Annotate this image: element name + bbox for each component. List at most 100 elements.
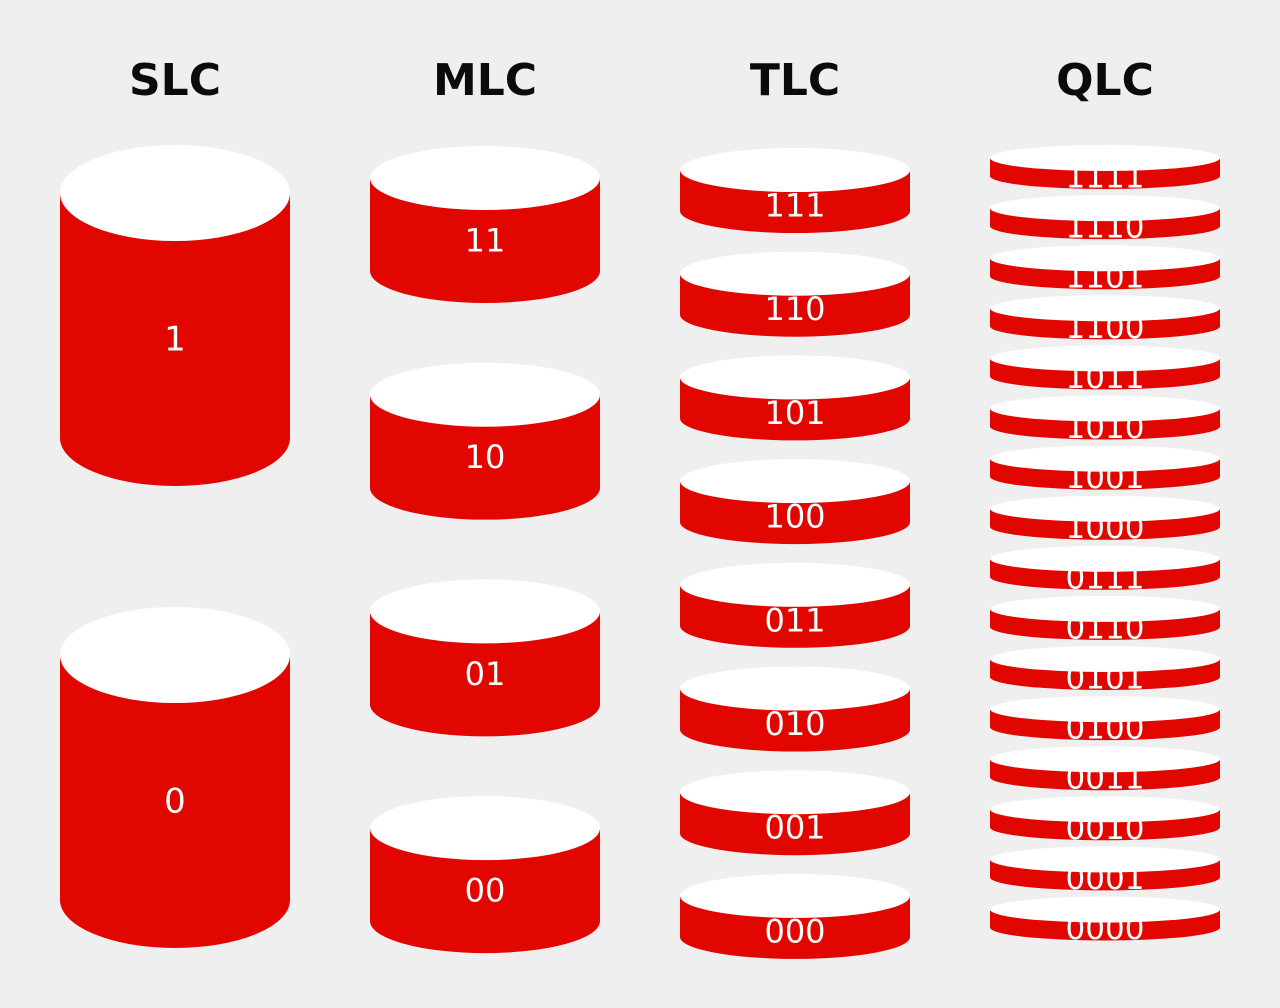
cell-slc-0: 0 xyxy=(60,607,290,948)
cell-state-label: 1010 xyxy=(1066,410,1145,446)
cell-state-label: 011 xyxy=(764,601,825,639)
cell-qlc-0010: 0010 xyxy=(990,796,1220,847)
cell-body xyxy=(370,828,600,954)
cell-state-label: 100 xyxy=(764,498,825,536)
cell-state-label: 1110 xyxy=(1066,210,1145,246)
cell-state-label: 11 xyxy=(465,222,506,260)
cell-tlc-110: 110 xyxy=(680,251,910,337)
column-title-qlc: QLC xyxy=(1056,55,1154,106)
cell-state-label: 1100 xyxy=(1066,310,1145,346)
cell-state-label: 1001 xyxy=(1066,460,1145,496)
cell-body xyxy=(370,178,600,303)
cell-top xyxy=(990,495,1220,522)
cell-body xyxy=(370,611,600,737)
cell-top xyxy=(370,796,600,861)
cell-qlc-1101: 1101 xyxy=(990,245,1220,296)
cell-top xyxy=(990,395,1220,422)
cell-top xyxy=(990,295,1220,322)
cell-mlc-00: 00 xyxy=(370,796,600,954)
cell-top xyxy=(990,746,1220,773)
cell-state-label: 00 xyxy=(465,872,506,910)
cell-qlc-0001: 0001 xyxy=(990,846,1220,897)
cell-top xyxy=(680,562,910,607)
cell-slc-1: 1 xyxy=(60,145,290,486)
cell-top xyxy=(990,646,1220,672)
cell-qlc-0011: 0011 xyxy=(990,746,1220,797)
cell-tlc-111: 111 xyxy=(680,148,910,233)
cell-state-label: 01 xyxy=(465,655,506,693)
cell-qlc-1010: 1010 xyxy=(990,395,1220,446)
cell-state-label: 1101 xyxy=(1066,260,1145,296)
cell-top xyxy=(370,362,600,427)
cell-top xyxy=(990,195,1220,222)
cell-qlc-0100: 0100 xyxy=(990,696,1220,747)
cell-qlc-1100: 1100 xyxy=(990,295,1220,346)
cell-state-label: 111 xyxy=(764,187,825,225)
cell-state-label: 0101 xyxy=(1066,661,1145,697)
column-title-tlc: TLC xyxy=(750,55,840,106)
cell-state-label: 010 xyxy=(764,705,825,743)
cell-state-label: 001 xyxy=(764,809,825,847)
cell-top xyxy=(680,459,910,504)
cell-qlc-0111: 0111 xyxy=(990,545,1220,596)
cell-state-label: 1 xyxy=(164,320,186,360)
cell-top xyxy=(680,666,910,711)
cell-top xyxy=(680,355,910,400)
cell-top xyxy=(990,145,1220,171)
cell-qlc-1111: 1111 xyxy=(990,145,1220,196)
cell-state-label: 0100 xyxy=(1066,711,1145,747)
cell-state-label: 0000 xyxy=(1066,911,1145,947)
column-title-mlc: MLC xyxy=(433,55,537,106)
cell-top xyxy=(990,595,1220,622)
cell-top xyxy=(990,846,1220,873)
cell-state-label: 101 xyxy=(764,394,825,432)
cell-qlc-1001: 1001 xyxy=(990,445,1220,496)
cell-top xyxy=(990,245,1220,272)
cell-qlc-0101: 0101 xyxy=(990,646,1220,697)
cell-body xyxy=(60,193,290,486)
cell-state-label: 0011 xyxy=(1066,761,1145,797)
cell-mlc-11: 11 xyxy=(370,146,600,303)
cell-state-label: 1011 xyxy=(1066,360,1145,396)
cell-qlc-1110: 1110 xyxy=(990,195,1220,246)
cell-top xyxy=(680,873,910,918)
cell-qlc-1000: 1000 xyxy=(990,495,1220,546)
cell-state-label: 0110 xyxy=(1066,610,1145,646)
cell-top xyxy=(370,146,600,210)
cell-top xyxy=(680,251,910,296)
cell-tlc-001: 001 xyxy=(680,770,910,856)
cell-tlc-000: 000 xyxy=(680,873,910,959)
cell-top xyxy=(680,770,910,815)
cell-top xyxy=(680,148,910,192)
cell-tlc-010: 010 xyxy=(680,666,910,752)
cell-state-label: 110 xyxy=(764,290,825,328)
cell-qlc-0000: 0000 xyxy=(990,896,1220,947)
cell-state-label: 0001 xyxy=(1066,861,1145,897)
cell-qlc-0110: 0110 xyxy=(990,595,1220,646)
cell-state-label: 10 xyxy=(465,438,506,476)
cell-top xyxy=(990,545,1220,572)
cell-top xyxy=(990,345,1220,372)
cell-state-label: 1111 xyxy=(1066,160,1145,196)
cell-body xyxy=(60,655,290,948)
cell-mlc-01: 01 xyxy=(370,579,600,737)
cell-state-label: 1000 xyxy=(1066,510,1145,546)
cell-tlc-011: 011 xyxy=(680,562,910,648)
cell-state-label: 000 xyxy=(764,912,825,950)
cell-top xyxy=(990,445,1220,472)
cell-state-label: 0111 xyxy=(1066,560,1145,596)
cell-stacks: 1011100100111110101100011010001000111111… xyxy=(60,145,1220,959)
cell-state-label: 0 xyxy=(164,782,186,822)
cell-mlc-10: 10 xyxy=(370,362,600,520)
cell-top xyxy=(990,696,1220,723)
column-title-slc: SLC xyxy=(129,55,221,106)
cell-qlc-1011: 1011 xyxy=(990,345,1220,396)
cell-top xyxy=(990,796,1220,823)
cell-tlc-101: 101 xyxy=(680,355,910,441)
cell-tlc-100: 100 xyxy=(680,459,910,545)
cell-state-label: 0010 xyxy=(1066,811,1145,847)
cell-top xyxy=(370,579,600,644)
cell-top xyxy=(60,145,290,241)
cell-body xyxy=(370,394,600,520)
